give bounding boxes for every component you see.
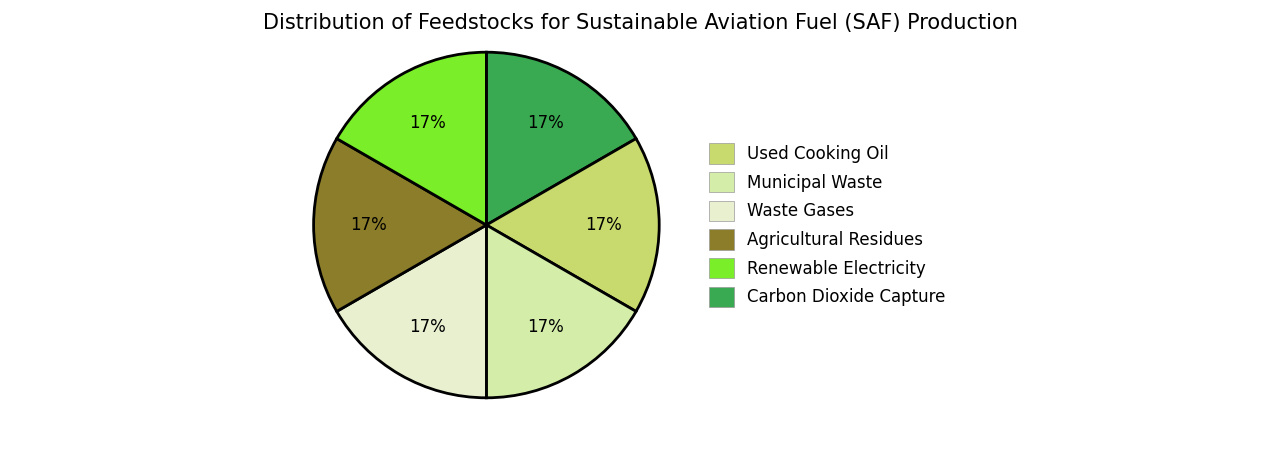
Legend: Used Cooking Oil, Municipal Waste, Waste Gases, Agricultural Residues, Renewable: Used Cooking Oil, Municipal Waste, Waste… [703,136,952,314]
Wedge shape [337,52,486,225]
Text: 17%: 17% [410,114,445,132]
Wedge shape [314,139,486,311]
Text: 17%: 17% [527,318,563,336]
Text: 17%: 17% [585,216,622,234]
Text: 17%: 17% [527,114,563,132]
Wedge shape [486,225,636,398]
Text: 17%: 17% [410,318,445,336]
Wedge shape [337,225,486,398]
Text: 17%: 17% [351,216,388,234]
Text: Distribution of Feedstocks for Sustainable Aviation Fuel (SAF) Production: Distribution of Feedstocks for Sustainab… [262,14,1018,33]
Wedge shape [486,139,659,311]
Wedge shape [486,52,636,225]
